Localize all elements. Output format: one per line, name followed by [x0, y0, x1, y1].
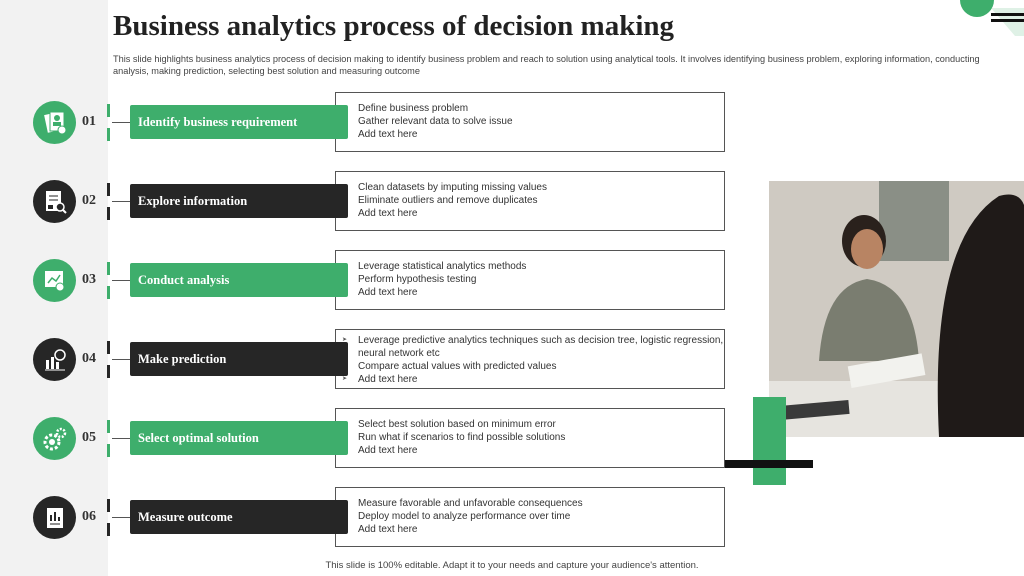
- process-step: 03 Conduct analysis Leverage statistical…: [0, 250, 730, 312]
- chart-magnifier-icon: [33, 338, 76, 381]
- bracket-bottom: [107, 365, 110, 378]
- detail-bullet: Leverage predictive analytics techniques…: [342, 334, 724, 360]
- step-label: Make prediction: [130, 342, 348, 376]
- detail-bullet: Gather relevant data to solve issue: [342, 115, 724, 128]
- detail-bullet: Add text here: [342, 128, 724, 141]
- bracket-top: [107, 420, 110, 433]
- step-details: Clean datasets by imputing missing value…: [335, 171, 725, 231]
- detail-bullet: Add text here: [342, 444, 724, 457]
- step-number: 01: [82, 114, 96, 129]
- step-number: 06: [82, 509, 96, 524]
- step-number: 04: [82, 351, 96, 366]
- bracket-top: [107, 499, 110, 512]
- detail-bullet: Run what if scenarios to find possible s…: [342, 431, 724, 444]
- detail-bullet: Deploy model to analyze performance over…: [342, 510, 724, 523]
- page-title: Business analytics process of decision m…: [113, 10, 675, 42]
- bracket-top: [107, 341, 110, 354]
- connector-line: [112, 201, 130, 202]
- detail-bullet: Eliminate outliers and remove duplicates: [342, 194, 724, 207]
- document-search-icon: [33, 180, 76, 223]
- decor-green-bar: [753, 397, 786, 485]
- step-label: Identify business requirement: [130, 105, 348, 139]
- detail-bullet: Add text here: [342, 207, 724, 220]
- profile-document-icon: [33, 101, 76, 144]
- detail-bullet: Define business problem: [342, 102, 724, 115]
- process-step: 06 Measure outcome Measure favorable and…: [0, 487, 730, 549]
- step-label: Explore information: [130, 184, 348, 218]
- detail-bullet: Perform hypothesis testing: [342, 273, 724, 286]
- connector-line: [112, 359, 130, 360]
- subtitle: This slide highlights business analytics…: [113, 54, 980, 76]
- report-icon: [33, 496, 76, 539]
- bracket-top: [107, 183, 110, 196]
- detail-bullet: Add text here: [342, 373, 724, 386]
- detail-bullet: Clean datasets by imputing missing value…: [342, 181, 724, 194]
- gears-icon: [33, 417, 76, 460]
- step-details: Measure favorable and unfavorable conseq…: [335, 487, 725, 547]
- step-details: Leverage predictive analytics techniques…: [335, 329, 725, 389]
- step-label: Measure outcome: [130, 500, 348, 534]
- connector-line: [112, 517, 130, 518]
- bracket-bottom: [107, 286, 110, 299]
- connector-line: [112, 122, 130, 123]
- step-number: 02: [82, 193, 96, 208]
- decor-corner: [960, 0, 1024, 36]
- bracket-top: [107, 104, 110, 117]
- detail-bullet: Leverage statistical analytics methods: [342, 260, 724, 273]
- step-details: Select best solution based on minimum er…: [335, 408, 725, 468]
- step-details: Leverage statistical analytics methodsPe…: [335, 250, 725, 310]
- bracket-bottom: [107, 128, 110, 141]
- step-number: 03: [82, 272, 96, 287]
- process-step: 05 Select optimal solution Select best s…: [0, 408, 730, 470]
- step-number: 05: [82, 430, 96, 445]
- process-step: 04 Make prediction Leverage predictive a…: [0, 329, 730, 391]
- step-label: Conduct analysis: [130, 263, 348, 297]
- analysis-chart-icon: [33, 259, 76, 302]
- detail-bullet: Measure favorable and unfavorable conseq…: [342, 497, 724, 510]
- process-step: 02 Explore information Clean datasets by…: [0, 171, 730, 233]
- step-details: Define business problemGather relevant d…: [335, 92, 725, 152]
- detail-bullet: Add text here: [342, 523, 724, 536]
- bracket-top: [107, 262, 110, 275]
- bracket-bottom: [107, 444, 110, 457]
- photo-businesswoman: [769, 181, 1024, 437]
- step-label: Select optimal solution: [130, 421, 348, 455]
- decor-black-bar: [725, 460, 813, 468]
- bracket-bottom: [107, 207, 110, 220]
- footer-note: This slide is 100% editable. Adapt it to…: [325, 560, 699, 571]
- process-step: 01 Identify business requirement Define …: [0, 92, 730, 154]
- detail-bullet: Add text here: [342, 286, 724, 299]
- bracket-bottom: [107, 523, 110, 536]
- detail-bullet: Select best solution based on minimum er…: [342, 418, 724, 431]
- connector-line: [112, 280, 130, 281]
- detail-bullet: Compare actual values with predicted val…: [342, 360, 724, 373]
- connector-line: [112, 438, 130, 439]
